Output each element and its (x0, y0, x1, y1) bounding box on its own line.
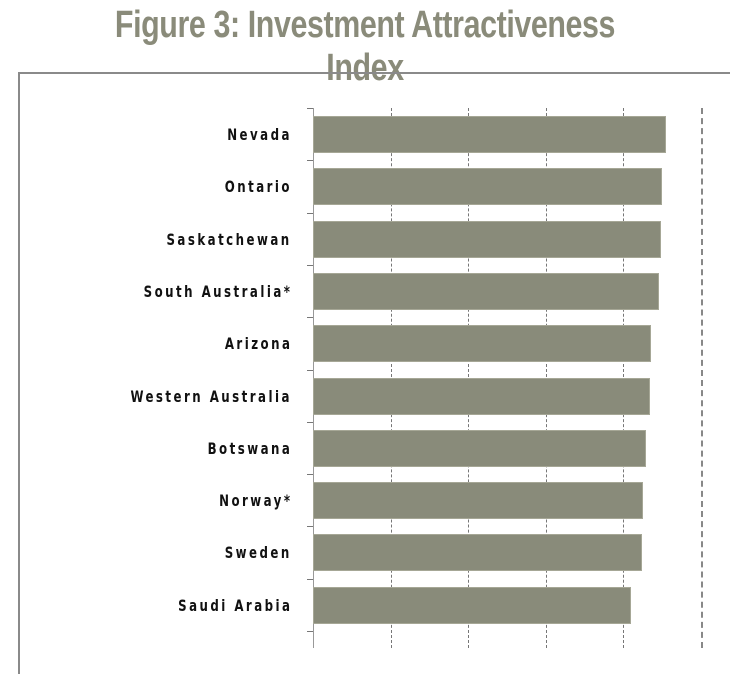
bar (313, 482, 644, 520)
bar (313, 534, 643, 572)
category-label: Ontario (224, 177, 292, 197)
bar (313, 325, 651, 363)
bar (313, 272, 660, 310)
plot-area (307, 108, 713, 648)
axis-tick (307, 317, 313, 319)
axis-tick (307, 369, 313, 371)
bar (313, 168, 662, 206)
axis-tick (307, 160, 313, 162)
axis-tick (307, 578, 313, 580)
axis-tick (307, 474, 313, 476)
bar (313, 220, 662, 258)
bar (313, 377, 651, 415)
axis-tick (307, 526, 313, 528)
axis-tick (307, 108, 313, 109)
category-label: Saudi Arabia (177, 595, 292, 615)
category-label: Saskatchewan (166, 229, 292, 249)
gridline (701, 108, 703, 648)
chart-title: Figure 3: Investment Attractiveness Inde… (114, 4, 616, 89)
category-label: Western Australia (130, 386, 292, 406)
bar (313, 429, 646, 467)
bar (313, 116, 667, 153)
category-label: Arizona (224, 334, 292, 354)
axis-tick (307, 421, 313, 423)
chart-frame (18, 72, 730, 674)
bar (313, 586, 632, 624)
axis-tick (307, 631, 313, 632)
category-label: Botswana (207, 438, 292, 458)
category-label: Sweden (224, 543, 292, 563)
axis-tick (307, 264, 313, 266)
axis-tick (307, 212, 313, 214)
category-label: South Australia* (143, 281, 292, 301)
category-label: Norway* (218, 491, 292, 511)
category-label: Nevada (227, 125, 292, 144)
